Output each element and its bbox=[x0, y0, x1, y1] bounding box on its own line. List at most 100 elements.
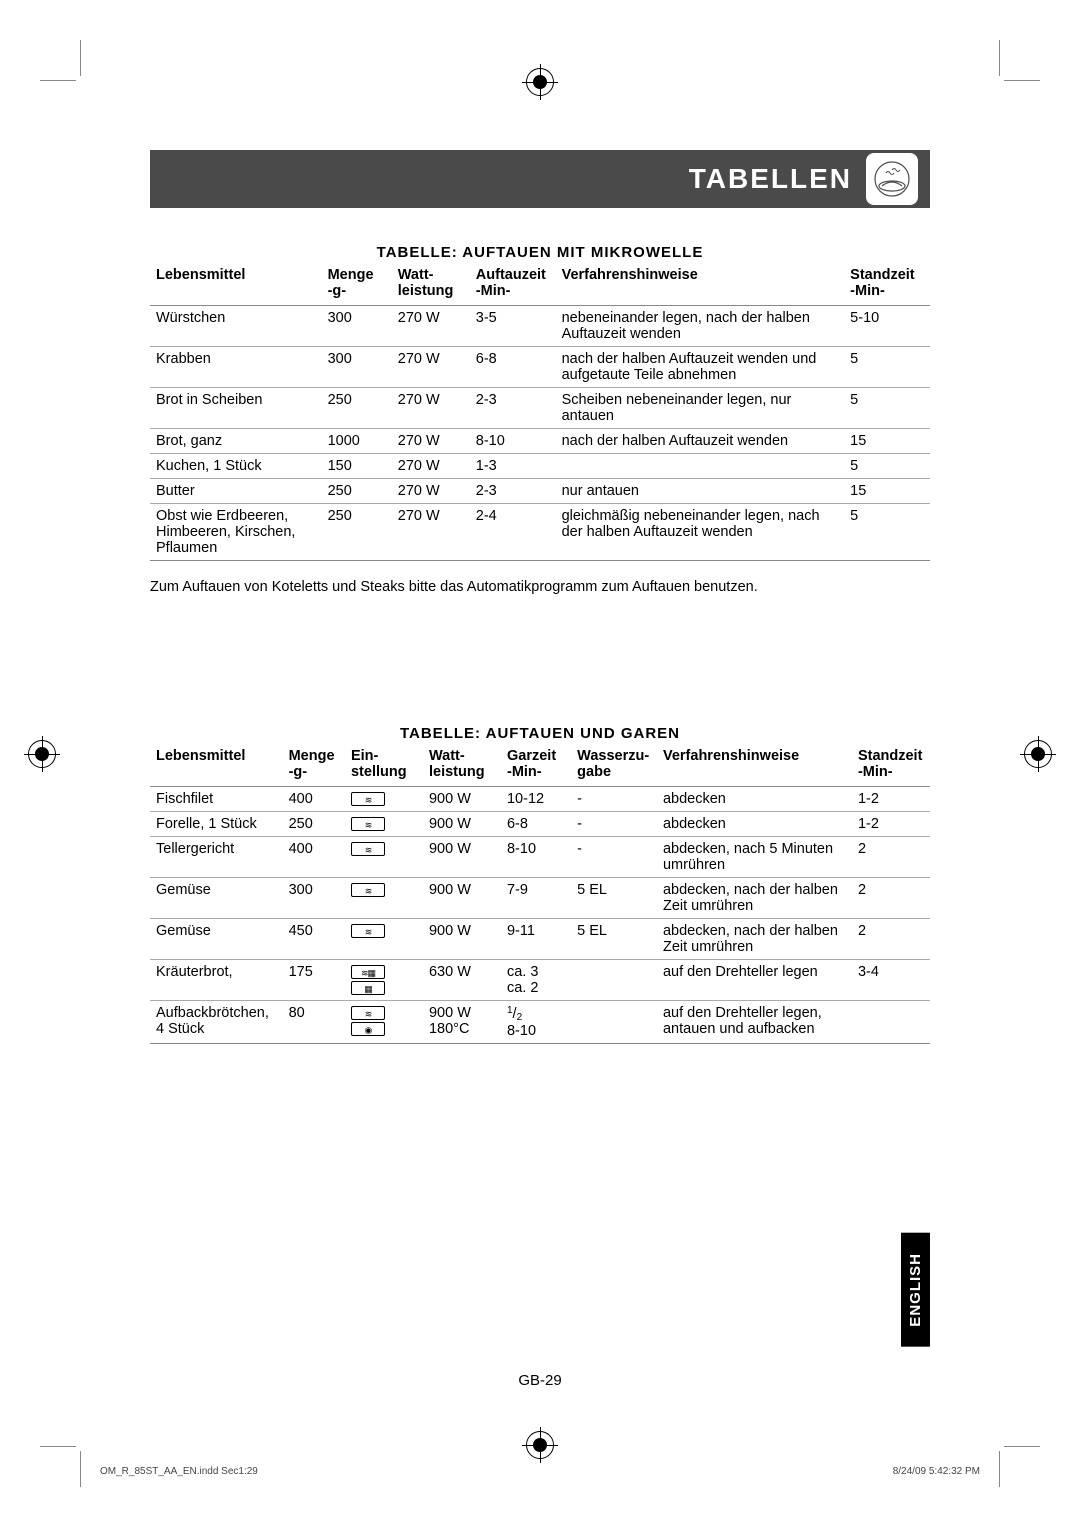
table-row: Würstchen300270 W3-5nebeneinander legen,… bbox=[150, 306, 930, 347]
table-row: Krabben300270 W6-8nach der halben Auftau… bbox=[150, 347, 930, 388]
table-cell: 2 bbox=[852, 919, 930, 960]
table-cell: Aufbackbrötchen, 4 Stück bbox=[150, 1001, 283, 1044]
footer-timestamp: 8/24/09 5:42:32 PM bbox=[893, 1466, 980, 1477]
table-cell: ≋ bbox=[345, 787, 423, 812]
table-cell: 7-9 bbox=[501, 878, 571, 919]
table-cell: 150 bbox=[322, 454, 392, 479]
col-header: Watt- bbox=[429, 748, 465, 764]
table-cell: 270 W bbox=[392, 347, 470, 388]
table-cell: 400 bbox=[283, 837, 345, 878]
col-header: Verfahrenshinweise bbox=[663, 748, 799, 764]
crop-mark bbox=[999, 1451, 1000, 1487]
table-cell: Kuchen, 1 Stück bbox=[150, 454, 322, 479]
table-cell: 175 bbox=[283, 960, 345, 1001]
table-cell: 900 W bbox=[423, 787, 501, 812]
col-subheader: -Min- bbox=[858, 764, 893, 780]
registration-mark-icon bbox=[28, 740, 56, 768]
table-cell: Brot, ganz bbox=[150, 429, 322, 454]
table-cell: 900 W180°C bbox=[423, 1001, 501, 1044]
table-cell bbox=[852, 1001, 930, 1044]
table-cell: 630 W bbox=[423, 960, 501, 1001]
table-cell: abdecken, nach der halben Zeit umrühren bbox=[657, 919, 852, 960]
table-cell: Gemüse bbox=[150, 919, 283, 960]
table-cell: 5 bbox=[844, 454, 930, 479]
table-cell: Scheiben nebeneinander legen, nur antaue… bbox=[556, 388, 845, 429]
col-header: Ein- bbox=[351, 748, 378, 764]
col-header: Standzeit bbox=[850, 267, 914, 283]
language-tab: ENGLISH bbox=[901, 1233, 930, 1347]
col-subheader: -Min- bbox=[476, 283, 511, 299]
table-cell: 900 W bbox=[423, 878, 501, 919]
wave-icon: ≋ bbox=[351, 817, 385, 831]
table-cell: 1-2 bbox=[852, 812, 930, 837]
wave-icon: ≋ bbox=[351, 1006, 385, 1020]
table-cell: 1/28-10 bbox=[501, 1001, 571, 1044]
col-header: Wasserzu- bbox=[577, 748, 649, 764]
table-cell: 1000 bbox=[322, 429, 392, 454]
table1-caption: TABELLE: AUFTAUEN MIT MIKROWELLE bbox=[150, 244, 930, 261]
table-cell: 300 bbox=[283, 878, 345, 919]
table-cell: abdecken, nach 5 Minuten umrühren bbox=[657, 837, 852, 878]
table-cell: 400 bbox=[283, 787, 345, 812]
table-cell: 8-10 bbox=[501, 837, 571, 878]
table-cell bbox=[571, 1001, 657, 1044]
table-row: Forelle, 1 Stück250≋900 W6-8-abdecken1-2 bbox=[150, 812, 930, 837]
registration-mark-icon bbox=[1024, 740, 1052, 768]
table-row: Brot in Scheiben250270 W2-3Scheiben nebe… bbox=[150, 388, 930, 429]
grill-wave-icon: ≋▦ bbox=[351, 965, 385, 979]
table-cell: 5 EL bbox=[571, 919, 657, 960]
table-cell: gleichmäßig nebeneinander legen, nach de… bbox=[556, 504, 845, 561]
table-cell: ca. 3ca. 2 bbox=[501, 960, 571, 1001]
wave-icon: ≋ bbox=[351, 792, 385, 806]
table-cell: Fischfilet bbox=[150, 787, 283, 812]
crop-mark bbox=[80, 1451, 81, 1487]
table-cell: 15 bbox=[844, 429, 930, 454]
table-cell: nebeneinander legen, nach der halben Auf… bbox=[556, 306, 845, 347]
table-row: Tellergericht400≋900 W8-10-abdecken, nac… bbox=[150, 837, 930, 878]
table-row: Brot, ganz1000270 W8-10nach der halben A… bbox=[150, 429, 930, 454]
table-cell: nur antauen bbox=[556, 479, 845, 504]
table-cell: 5 bbox=[844, 504, 930, 561]
table-cell: 900 W bbox=[423, 837, 501, 878]
table-cell: 300 bbox=[322, 306, 392, 347]
col-subheader: gabe bbox=[577, 764, 611, 780]
table-cell: nach der halben Auftauzeit wenden und au… bbox=[556, 347, 845, 388]
col-subheader: -Min- bbox=[507, 764, 542, 780]
table-cell: 5-10 bbox=[844, 306, 930, 347]
col-subheader: stellung bbox=[351, 764, 407, 780]
wave-icon: ≋ bbox=[351, 842, 385, 856]
page-content: TABELLEN TABELLE: AUFTAUEN MIT MIKROWELL… bbox=[150, 150, 930, 1417]
section-title: TABELLEN bbox=[689, 163, 852, 195]
table-cell: Butter bbox=[150, 479, 322, 504]
table-cell: 2-4 bbox=[470, 504, 556, 561]
section-header: TABELLEN bbox=[150, 150, 930, 208]
col-subheader: leistung bbox=[398, 283, 454, 299]
table-cell: ≋ bbox=[345, 878, 423, 919]
registration-mark-icon bbox=[526, 1431, 554, 1459]
table-cell: 6-8 bbox=[501, 812, 571, 837]
table-cell: Würstchen bbox=[150, 306, 322, 347]
col-header: Standzeit bbox=[858, 748, 922, 764]
table-cell: 2 bbox=[852, 878, 930, 919]
col-header: Menge bbox=[289, 748, 335, 764]
table-cell: ≋ bbox=[345, 919, 423, 960]
table-cell: 9-11 bbox=[501, 919, 571, 960]
table1-note: Zum Auftauen von Koteletts und Steaks bi… bbox=[150, 579, 930, 595]
crop-mark bbox=[999, 40, 1000, 76]
table-cell: - bbox=[571, 812, 657, 837]
table-cell: 270 W bbox=[392, 454, 470, 479]
table-row: Kräuterbrot,175≋▦▦630 Wca. 3ca. 2auf den… bbox=[150, 960, 930, 1001]
table-cell: 270 W bbox=[392, 388, 470, 429]
table-cell: 2-3 bbox=[470, 479, 556, 504]
defrost-cook-table: Lebensmittel Menge-g- Ein-stellung Watt-… bbox=[150, 746, 930, 1044]
grill-icon: ▦ bbox=[351, 981, 385, 995]
microwave-icon bbox=[866, 153, 918, 205]
col-header: Garzeit bbox=[507, 748, 556, 764]
table-cell: 900 W bbox=[423, 919, 501, 960]
table-cell: auf den Drehteller legen bbox=[657, 960, 852, 1001]
crop-mark bbox=[40, 80, 76, 81]
table-cell: Forelle, 1 Stück bbox=[150, 812, 283, 837]
table-cell: ≋ bbox=[345, 837, 423, 878]
table-row: Butter250270 W2-3nur antauen15 bbox=[150, 479, 930, 504]
footer-filename: OM_R_85ST_AA_EN.indd Sec1:29 bbox=[100, 1466, 258, 1477]
